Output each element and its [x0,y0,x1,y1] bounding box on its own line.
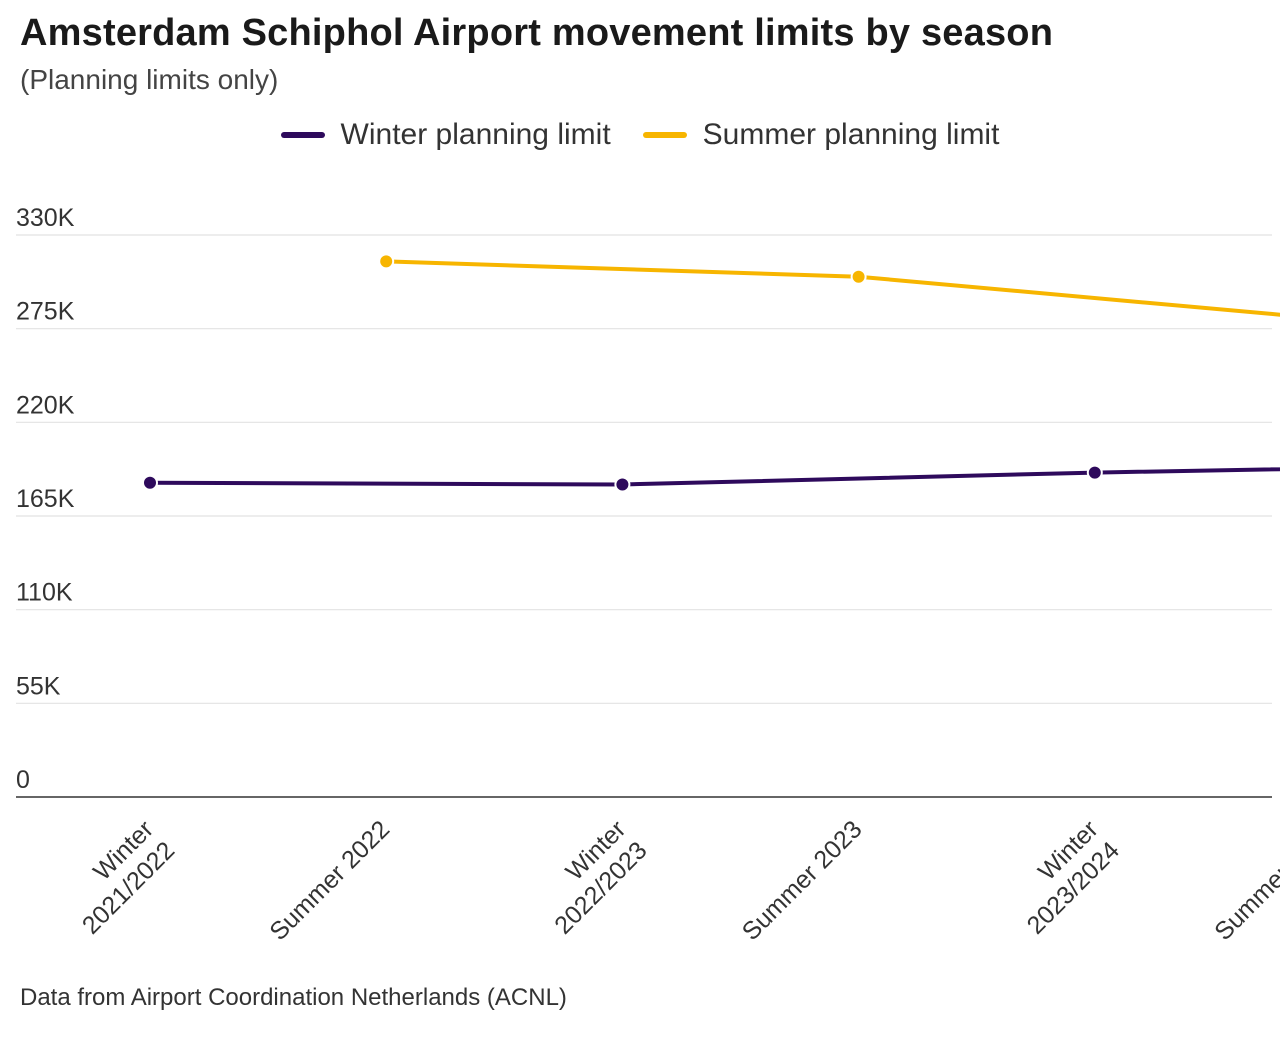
legend-swatch-winter [280,132,325,138]
svg-text:Winter2021/2022: Winter2021/2022 [56,815,181,940]
y-tick-label: 110K [16,579,73,607]
chart-subtitle: (Planning limits only) [20,64,279,95]
data-point-winter[interactable] [1086,464,1103,481]
series-line-winter [148,467,1280,487]
x-tick-label: Summer 2023 [737,815,868,946]
svg-text:Winter2023/2024: Winter2023/2024 [1000,815,1125,940]
legend-item-summer[interactable]: Summer planning limit [642,118,1000,152]
data-point-winter[interactable] [614,476,631,493]
y-tick-label: 275K [16,298,75,326]
legend-swatch-summer [642,132,687,138]
svg-text:Winter2022/2023: Winter2022/2023 [528,815,653,940]
chart-title: Amsterdam Schiphol Airport movement limi… [20,12,1054,54]
data-point-winter[interactable] [142,474,158,491]
x-tick-label: Winter2023/2024 [1000,815,1125,940]
legend-label-summer: Summer planning limit [702,118,1000,151]
data-point-summer[interactable] [850,268,867,285]
y-tick-label: 330K [16,204,75,232]
y-tick-label: 0 [16,766,30,794]
svg-text:Summer 2024: Summer 2024 [1209,815,1280,946]
x-tick-label: Summer 2022 [264,815,395,946]
legend: Winter planning limit Summer planning li… [0,118,1280,152]
y-axis-ticks: 0 55K 110K 165K 220K 275K 330K [16,204,75,794]
x-tick-label: Winter2021/2022 [56,815,181,940]
x-tick-label: Summer 2024 [1209,815,1280,946]
y-tick-label: 55K [16,672,61,700]
svg-text:Summer 2022: Summer 2022 [264,815,395,946]
x-axis-ticks: Winter2021/2022 Summer 2022 Winter2022/202… [56,815,1280,946]
y-tick-label: 165K [16,485,75,513]
data-point-summer[interactable] [378,253,395,270]
source-note: Data from Airport Coordination Netherlan… [20,984,567,1011]
y-tick-label: 220K [16,391,75,419]
grid-lines [16,234,1272,798]
x-tick-label: Winter2022/2023 [528,815,653,940]
series-lines [142,253,1280,493]
series-line-summer [384,259,1280,317]
legend-item-winter[interactable]: Winter planning limit [280,118,611,152]
svg-text:Summer 2023: Summer 2023 [737,815,868,946]
legend-label-winter: Winter planning limit [340,118,611,151]
